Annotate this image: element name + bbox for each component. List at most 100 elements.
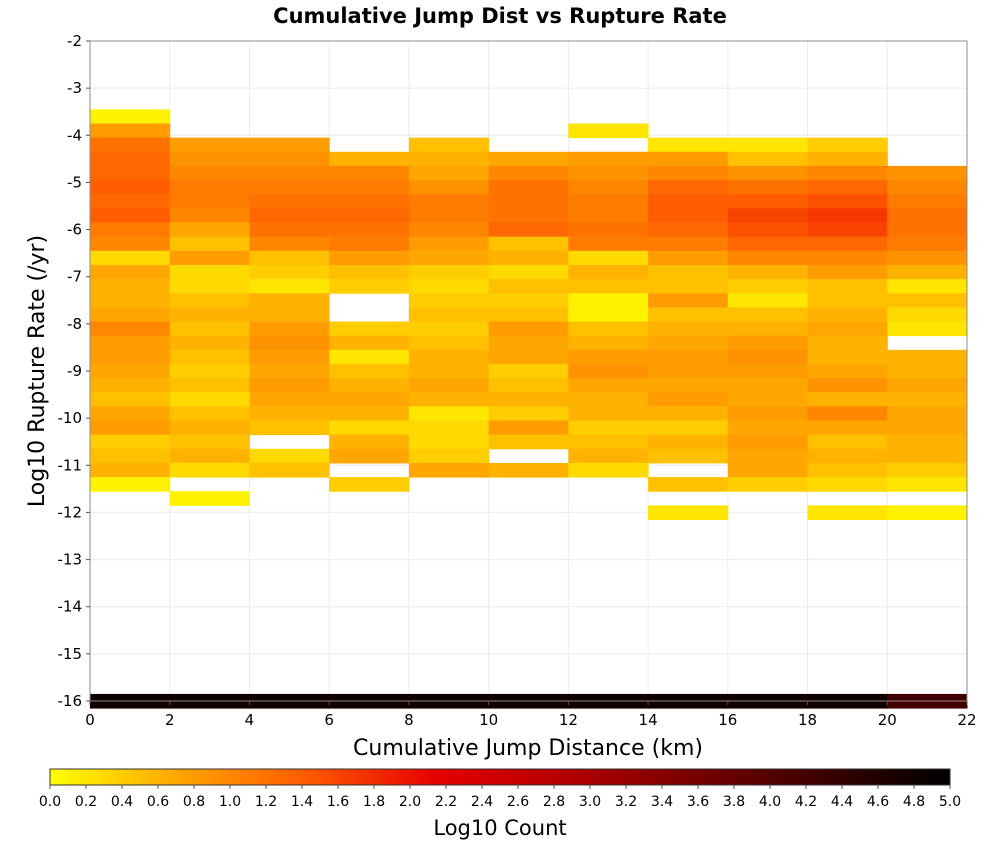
heatmap-cell [488, 180, 569, 195]
heatmap-cell [90, 123, 171, 139]
heatmap-cell [887, 363, 968, 379]
heatmap-cell [727, 137, 809, 153]
heatmap-cell [887, 477, 968, 492]
heatmap-cell [648, 392, 729, 407]
heatmap-cell [887, 236, 968, 252]
heatmap-cell [648, 194, 729, 209]
heatmap-cell [568, 448, 649, 464]
heatmap-cell [727, 208, 809, 223]
heatmap-cell [648, 222, 729, 238]
heatmap-cell [249, 392, 330, 407]
heatmap-cell [727, 363, 809, 379]
heatmap-cell [408, 448, 490, 464]
heatmap-cell [90, 109, 171, 124]
heatmap-cell [727, 293, 809, 308]
heatmap-cell [90, 406, 171, 421]
heatmap-cell [169, 462, 250, 478]
heatmap-cell [408, 307, 490, 322]
heatmap-cell [887, 279, 968, 294]
heatmap-cell [329, 335, 410, 351]
y-tick-label: -8 [67, 315, 82, 333]
heatmap-cell [408, 363, 490, 379]
heatmap-cell [488, 264, 569, 280]
heatmap-cell [488, 250, 569, 266]
heatmap-cell [169, 349, 250, 365]
heatmap-cell [408, 434, 490, 450]
heatmap-cell [807, 279, 888, 294]
chart-title: Cumulative Jump Dist vs Rupture Rate [273, 4, 727, 28]
heatmap-cell [727, 392, 809, 407]
heatmap-cell [90, 180, 171, 195]
heatmap-cell [329, 165, 410, 181]
heatmap-cell [568, 293, 649, 308]
heatmap-cell [90, 335, 171, 351]
y-axis-ticks: -2 -3 -4 -5 -6 -7 -8 -9 -10 -11 -12 -13 -14 -15 -16 [58, 32, 90, 710]
heatmap-cell [887, 208, 968, 223]
heatmap-cell [169, 194, 250, 209]
heatmap-cell [887, 420, 968, 436]
colorbar-label: Log10 Count [433, 816, 566, 840]
heatmap-cell [329, 392, 410, 407]
heatmap-cell [249, 222, 330, 238]
colorbar [49, 768, 951, 786]
heatmap-cell [249, 406, 330, 421]
colorbar-tick-label: 1.2 [255, 794, 277, 810]
heatmap-cell [90, 378, 171, 393]
colorbar-tick-label: 3.6 [687, 794, 709, 810]
heatmap-cell [408, 462, 490, 478]
heatmap-cell [169, 137, 250, 153]
heatmap-cell [568, 434, 649, 450]
heatmap-cell [169, 165, 250, 181]
heatmap-cell [90, 208, 171, 223]
heatmap-cell [648, 363, 729, 379]
heatmap-cell [408, 293, 490, 308]
heatmap-cell [329, 448, 410, 464]
heatmap-cell [249, 448, 330, 464]
colorbar-tick-label: 4.8 [903, 794, 925, 810]
y-tick-label: -7 [67, 268, 82, 286]
x-tick-label: 20 [878, 711, 897, 729]
heatmap-cell [169, 392, 250, 407]
heatmap-cell [568, 250, 649, 266]
heatmap-cell [90, 349, 171, 365]
y-tick-label: -4 [67, 126, 82, 144]
heatmap-cell [887, 180, 968, 195]
y-axis-label: Log10 Rupture Rate (/yr) [25, 235, 50, 507]
heatmap-cell [887, 448, 968, 464]
heatmap-cell [169, 208, 250, 223]
heatmap-cell [329, 363, 410, 379]
colorbar-tick-label: 3.4 [651, 794, 673, 810]
heatmap-cell [568, 123, 649, 139]
heatmap-cell [169, 363, 250, 379]
heatmap-cell [727, 406, 809, 421]
heatmap-cell [648, 236, 729, 252]
heatmap-cell [727, 264, 809, 280]
heatmap-cell [887, 307, 968, 322]
colorbar-tick-label: 2.2 [435, 794, 457, 810]
heatmap-cell [169, 293, 250, 308]
heatmap-cell [887, 392, 968, 407]
colorbar-tick-label: 4.2 [795, 794, 817, 810]
heatmap-cell [169, 307, 250, 322]
heatmap-cell [488, 378, 569, 393]
heatmap-cell [648, 349, 729, 365]
heatmap-cell [807, 392, 888, 407]
heatmap-cell [408, 222, 490, 238]
colorbar-tick-label: 2.0 [399, 794, 421, 810]
heatmap-cell [727, 222, 809, 238]
heatmap-cell [568, 420, 649, 436]
colorbar-tick-label: 4.6 [867, 794, 889, 810]
heatmap-cell [887, 194, 968, 209]
heatmap-cell [329, 236, 410, 252]
heatmap-cell [329, 406, 410, 421]
heatmap-cell [887, 349, 968, 365]
heatmap-cell [90, 293, 171, 308]
heatmap-cell [90, 420, 171, 436]
heatmap-cell [887, 505, 968, 520]
heatmap-cell [329, 477, 410, 492]
heatmap-cell [90, 222, 171, 238]
heatmap-cell [249, 208, 330, 223]
heatmap-cell [249, 349, 330, 365]
heatmap-cell [887, 321, 968, 337]
heatmap-cell [568, 279, 649, 294]
